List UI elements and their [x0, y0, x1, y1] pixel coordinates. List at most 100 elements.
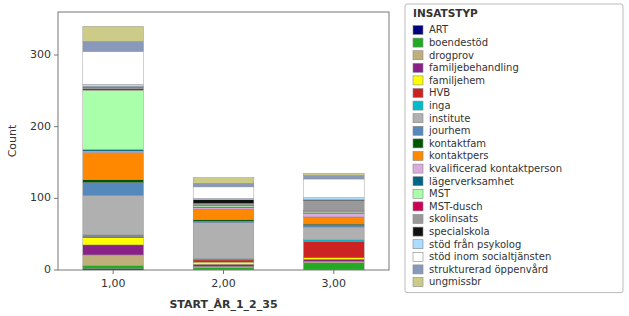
bar-segment	[193, 262, 254, 264]
legend-swatch	[413, 252, 423, 261]
legend-label: kontaktpers	[429, 150, 488, 161]
chart-container: 01002003001,002,003,00START_ÅR_1_2_35Cou…	[0, 0, 629, 316]
bar-segment	[303, 173, 364, 175]
bar-segment	[303, 211, 364, 212]
bar-segment	[83, 235, 144, 236]
bar-segment	[83, 51, 144, 84]
legend-label: kvalificerad kontaktperson	[429, 163, 562, 174]
legend-swatch	[413, 26, 423, 35]
bar-segment	[83, 236, 144, 237]
bar-segment	[83, 180, 144, 183]
x-tick-label: 3,00	[322, 277, 347, 290]
bar-segment	[303, 179, 364, 198]
bar-segment	[193, 198, 254, 199]
bar-segment	[193, 203, 254, 204]
legend-label: skolinsats	[429, 213, 478, 224]
legend-swatch	[413, 164, 423, 173]
bar-segment	[303, 175, 364, 179]
bar-segment	[83, 26, 144, 41]
y-tick-label: 300	[30, 48, 51, 61]
x-tick	[223, 270, 224, 274]
bar-segment	[83, 150, 144, 151]
bar-segment	[193, 200, 254, 204]
bar-segment	[83, 238, 144, 245]
legend-swatch	[413, 278, 423, 287]
legend-label: MST-dusch	[429, 201, 483, 212]
legend-swatch	[413, 227, 423, 236]
legend-swatch	[413, 215, 423, 224]
bar-segment	[83, 245, 144, 255]
bar-segment	[83, 84, 144, 86]
legend-label: HVB	[429, 87, 450, 98]
legend-title: INSATSTYP	[413, 7, 478, 19]
bar-segment	[303, 198, 364, 200]
bar-segment	[193, 209, 254, 220]
legend-label: ART	[429, 24, 449, 35]
legend-label: familjebehandling	[429, 62, 519, 73]
legend-label: strukturerad öppenvård	[429, 263, 548, 275]
legend-label: jourhem	[428, 125, 470, 136]
bar-segment	[193, 204, 254, 206]
bar-segment	[303, 213, 364, 217]
legend-swatch	[413, 76, 423, 85]
legend-swatch	[413, 101, 423, 110]
legend-label: lägerverksamhet	[429, 176, 514, 187]
bar-segment	[83, 255, 144, 266]
bar-segment	[83, 90, 144, 149]
bar-segment	[83, 152, 144, 179]
bar-segment	[83, 195, 144, 234]
x-tick	[113, 270, 114, 274]
bar-segment	[303, 259, 364, 261]
legend-swatch	[413, 139, 423, 148]
y-tick	[54, 55, 58, 56]
legend-label: specialskola	[429, 226, 490, 237]
legend-swatch	[413, 152, 423, 161]
chart-svg: 01002003001,002,003,00START_ÅR_1_2_35Cou…	[0, 0, 629, 316]
bar-segment	[83, 266, 144, 269]
legend-swatch	[413, 202, 423, 211]
bar-segment	[303, 258, 364, 259]
bar-segment	[303, 224, 364, 225]
bar-segment	[193, 206, 254, 207]
bar-segment	[303, 261, 364, 262]
bar-segment	[83, 41, 144, 51]
bar-segment	[193, 268, 254, 269]
bar-segment	[303, 217, 364, 224]
legend: INSATSTYPARTboendestöddrogprovfamiljebeh…	[405, 4, 623, 293]
y-axis-label: Count	[6, 124, 19, 157]
bar-segment	[193, 208, 254, 209]
bar-segment	[303, 263, 364, 269]
bar-segment	[193, 259, 254, 260]
bar-segment	[193, 264, 254, 266]
bar-segment	[193, 260, 254, 262]
y-tick	[54, 270, 58, 271]
bar-segment	[303, 241, 364, 257]
legend-label: stöd inom socialtjänsten	[429, 251, 551, 262]
y-tick-label: 0	[44, 263, 51, 276]
bar-segment	[303, 240, 364, 241]
bar-segment	[83, 183, 144, 196]
x-tick	[333, 270, 334, 274]
legend-label: ungmissbr	[429, 276, 482, 287]
y-tick-label: 100	[30, 191, 51, 204]
bars	[83, 26, 364, 270]
legend-swatch	[413, 126, 423, 135]
legend-swatch	[413, 265, 423, 274]
bar-segment	[83, 89, 144, 90]
bar-segment	[193, 266, 254, 267]
legend-swatch	[413, 177, 423, 186]
legend-label: institute	[429, 113, 470, 124]
legend-label: kontaktfam	[429, 138, 486, 149]
legend-label: stöd från psykolog	[429, 238, 521, 250]
legend-label: MST	[429, 188, 451, 199]
legend-swatch	[413, 114, 423, 123]
bar-segment	[193, 183, 254, 187]
legend-frame	[405, 4, 623, 293]
bar-segment	[193, 223, 254, 259]
y-tick	[54, 126, 58, 127]
bar-segment	[193, 221, 254, 222]
legend-label: boendestöd	[429, 37, 488, 48]
bar-segment	[303, 226, 364, 227]
bar-segment	[303, 227, 364, 240]
bar-segment	[193, 187, 254, 198]
